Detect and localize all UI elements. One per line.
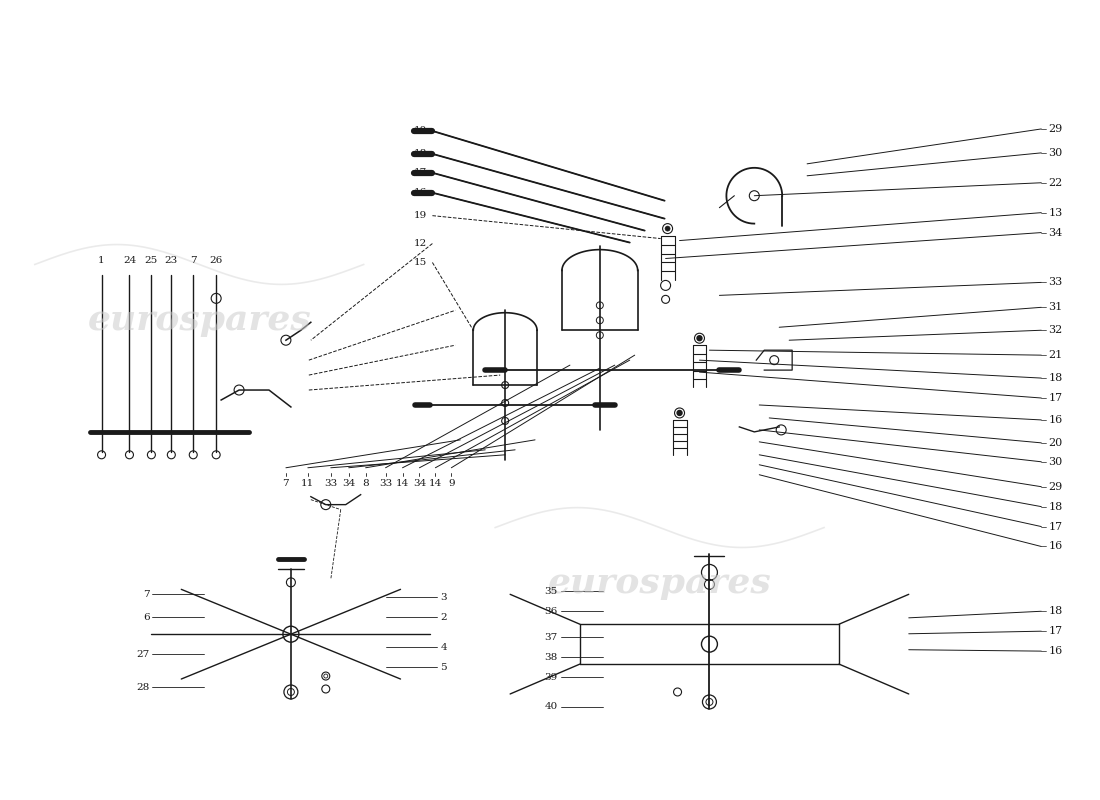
Text: 6: 6 xyxy=(143,613,150,622)
Text: 31: 31 xyxy=(1048,302,1063,312)
Text: 25: 25 xyxy=(145,257,158,266)
Text: 10: 10 xyxy=(415,126,428,135)
Text: 18: 18 xyxy=(1048,606,1063,616)
Text: 19: 19 xyxy=(415,211,428,220)
Text: 18: 18 xyxy=(415,150,428,158)
Text: 16: 16 xyxy=(1048,646,1063,656)
Text: 34: 34 xyxy=(342,478,355,488)
Text: 7: 7 xyxy=(143,590,150,599)
Circle shape xyxy=(697,336,702,341)
Text: 16: 16 xyxy=(1048,542,1063,551)
Text: 13: 13 xyxy=(1048,208,1063,218)
Text: 7: 7 xyxy=(283,478,289,488)
Text: 11: 11 xyxy=(301,478,315,488)
Text: 32: 32 xyxy=(1048,326,1063,335)
Circle shape xyxy=(666,226,670,231)
Text: 2: 2 xyxy=(440,613,447,622)
Text: 23: 23 xyxy=(165,257,178,266)
Text: 16: 16 xyxy=(1048,415,1063,425)
Text: 14: 14 xyxy=(429,478,442,488)
Text: 9: 9 xyxy=(448,478,454,488)
Text: 17: 17 xyxy=(1048,626,1063,636)
Text: 14: 14 xyxy=(396,478,409,488)
Text: 15: 15 xyxy=(415,258,428,267)
Text: 8: 8 xyxy=(362,478,369,488)
Text: 7: 7 xyxy=(190,257,197,266)
Text: 35: 35 xyxy=(544,587,558,596)
Text: 18: 18 xyxy=(1048,502,1063,512)
Text: 29: 29 xyxy=(1048,124,1063,134)
Text: 30: 30 xyxy=(1048,457,1063,466)
Text: 27: 27 xyxy=(136,650,150,658)
Text: 36: 36 xyxy=(544,606,558,616)
Text: 4: 4 xyxy=(440,642,447,652)
Text: 28: 28 xyxy=(136,682,150,691)
Text: 24: 24 xyxy=(123,257,136,266)
Text: 17: 17 xyxy=(415,168,428,178)
Text: 40: 40 xyxy=(544,702,558,711)
Text: 34: 34 xyxy=(1048,227,1063,238)
Text: eurospares: eurospares xyxy=(87,303,311,338)
Text: 20: 20 xyxy=(1048,438,1063,448)
Text: 3: 3 xyxy=(440,593,447,602)
Text: 17: 17 xyxy=(1048,522,1063,531)
Text: 33: 33 xyxy=(1048,278,1063,287)
Text: 34: 34 xyxy=(412,478,426,488)
Text: 30: 30 xyxy=(1048,148,1063,158)
Circle shape xyxy=(678,410,682,415)
Text: 39: 39 xyxy=(544,673,558,682)
Text: 22: 22 xyxy=(1048,178,1063,188)
Text: 1: 1 xyxy=(98,257,104,266)
Text: 37: 37 xyxy=(544,633,558,642)
Text: eurospares: eurospares xyxy=(548,566,771,600)
Text: 18: 18 xyxy=(1048,373,1063,383)
Text: 12: 12 xyxy=(415,239,428,248)
Text: 33: 33 xyxy=(324,478,338,488)
Text: 38: 38 xyxy=(544,653,558,662)
Text: 21: 21 xyxy=(1048,350,1063,360)
Text: 17: 17 xyxy=(1048,393,1063,403)
Text: 16: 16 xyxy=(415,188,428,198)
Text: 29: 29 xyxy=(1048,482,1063,492)
Text: 33: 33 xyxy=(378,478,393,488)
Text: 5: 5 xyxy=(440,662,447,671)
Text: 26: 26 xyxy=(209,257,223,266)
